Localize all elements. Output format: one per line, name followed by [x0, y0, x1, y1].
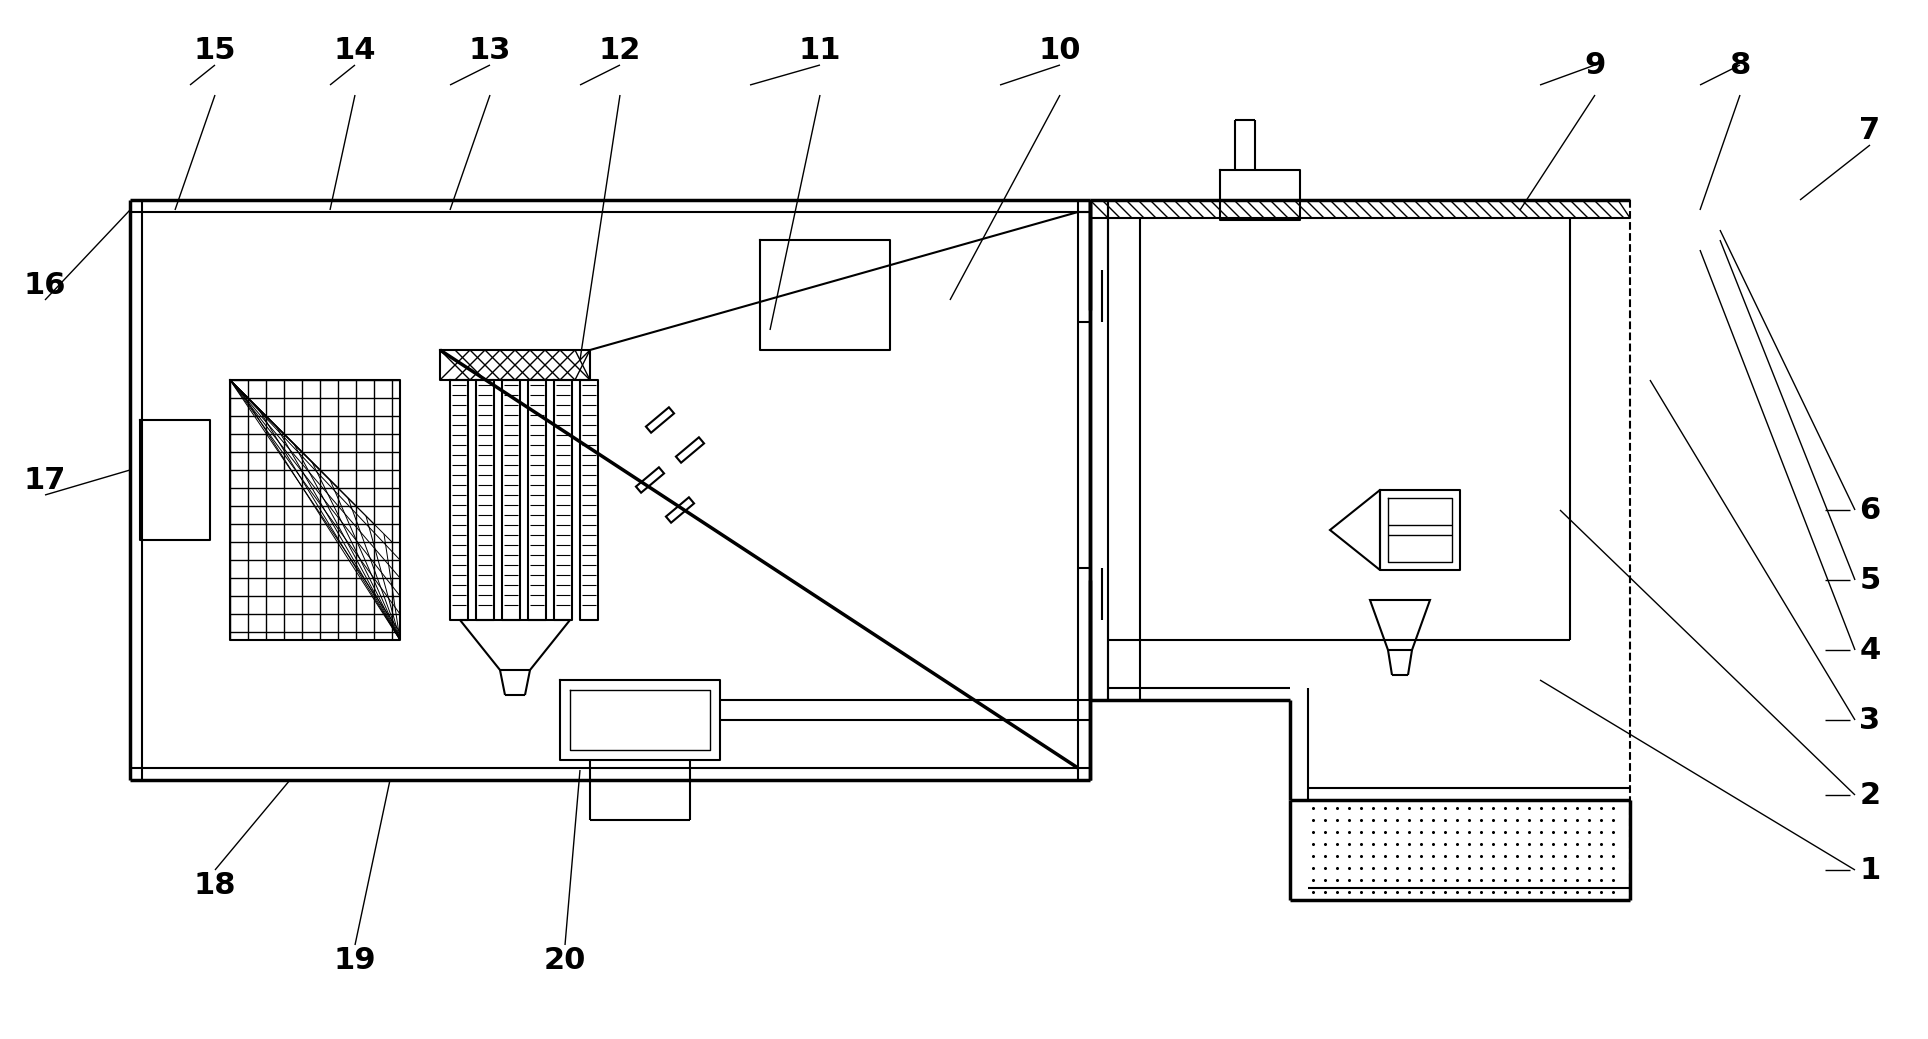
Text: 5: 5 [1859, 565, 1880, 594]
Text: 12: 12 [600, 35, 642, 64]
Text: 18: 18 [193, 871, 237, 900]
Text: 14: 14 [334, 35, 376, 64]
Text: 16: 16 [23, 270, 66, 299]
Text: 9: 9 [1585, 51, 1606, 80]
Text: 17: 17 [23, 465, 66, 495]
Text: 7: 7 [1859, 115, 1880, 144]
Polygon shape [636, 468, 663, 492]
Text: 15: 15 [193, 35, 237, 64]
Polygon shape [665, 498, 694, 523]
Text: 13: 13 [469, 35, 511, 64]
Text: 8: 8 [1729, 51, 1751, 80]
Text: 20: 20 [544, 945, 586, 975]
Text: 2: 2 [1859, 780, 1880, 809]
Text: 3: 3 [1859, 705, 1880, 735]
Text: 19: 19 [334, 945, 376, 975]
Text: 11: 11 [798, 35, 841, 64]
Text: 6: 6 [1859, 496, 1880, 525]
Text: 10: 10 [1039, 35, 1082, 64]
Polygon shape [677, 437, 704, 462]
Text: 4: 4 [1859, 636, 1880, 665]
Polygon shape [646, 407, 675, 432]
Text: 1: 1 [1859, 855, 1880, 884]
